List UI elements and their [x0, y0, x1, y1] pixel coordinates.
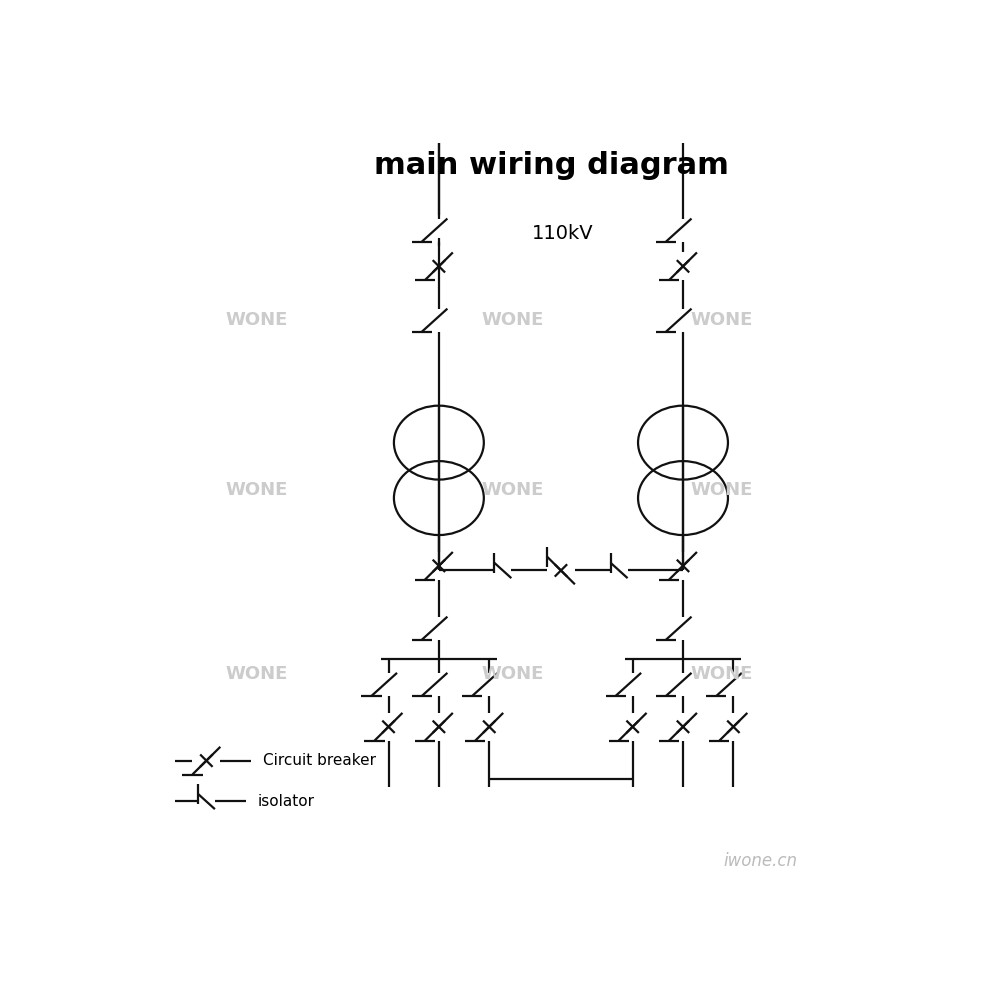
- Text: WONE: WONE: [481, 665, 544, 683]
- Text: WONE: WONE: [226, 311, 288, 329]
- Text: Circuit breaker: Circuit breaker: [263, 753, 376, 768]
- Text: WONE: WONE: [226, 481, 288, 499]
- Text: WONE: WONE: [226, 665, 288, 683]
- Text: WONE: WONE: [691, 311, 753, 329]
- Text: iwone.cn: iwone.cn: [724, 852, 798, 870]
- Text: 110kV: 110kV: [532, 224, 594, 243]
- Text: isolator: isolator: [258, 794, 315, 809]
- Text: WONE: WONE: [481, 311, 544, 329]
- Text: WONE: WONE: [691, 665, 753, 683]
- Text: main wiring diagram: main wiring diagram: [374, 151, 729, 180]
- Text: WONE: WONE: [481, 481, 544, 499]
- Text: WONE: WONE: [691, 481, 753, 499]
